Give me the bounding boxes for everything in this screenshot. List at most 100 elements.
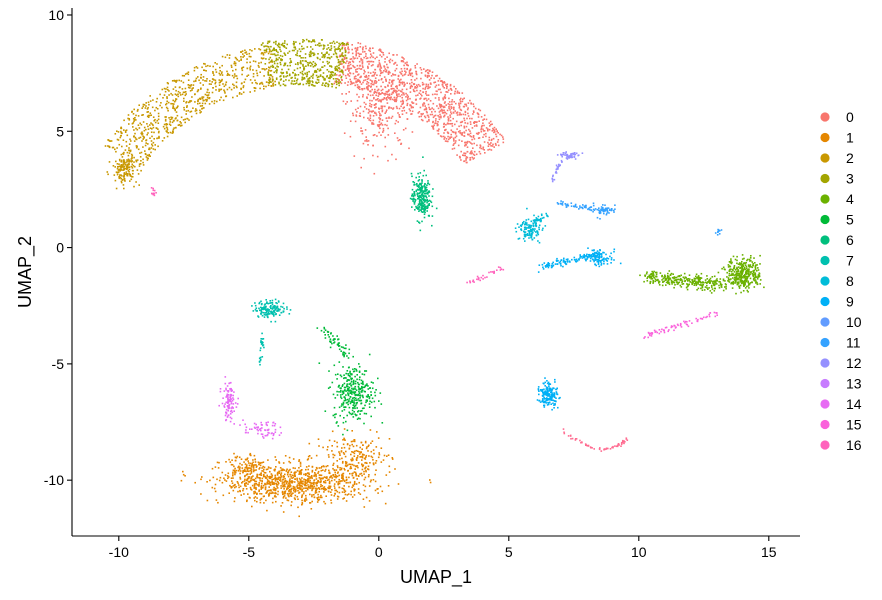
data-point: [259, 48, 262, 51]
data-point: [428, 79, 431, 81]
data-point: [144, 107, 147, 109]
data-point: [271, 501, 274, 504]
data-point: [242, 56, 244, 58]
data-point: [420, 68, 423, 71]
data-point: [736, 281, 739, 284]
data-point: [206, 99, 208, 101]
data-point: [357, 52, 360, 55]
data-point: [368, 353, 371, 356]
data-point: [244, 484, 246, 487]
data-point: [176, 79, 178, 82]
data-point: [371, 81, 373, 83]
data-point: [677, 275, 679, 278]
data-point: [123, 160, 126, 163]
data-point: [429, 481, 432, 484]
data-point: [365, 108, 368, 110]
data-point: [753, 273, 756, 276]
data-point: [280, 505, 282, 507]
data-point: [422, 119, 424, 122]
data-point: [297, 506, 299, 509]
data-point: [758, 274, 761, 277]
data-point: [134, 165, 136, 168]
data-point: [336, 378, 338, 380]
data-point: [338, 474, 340, 477]
data-point: [352, 114, 355, 117]
data-point: [182, 119, 185, 121]
data-point: [337, 47, 340, 49]
data-point: [672, 273, 674, 275]
data-point: [401, 74, 404, 77]
data-point: [435, 84, 438, 87]
data-point: [174, 93, 177, 95]
data-point: [355, 459, 358, 461]
data-point: [364, 129, 367, 131]
data-point: [653, 277, 656, 279]
data-point: [343, 382, 346, 385]
data-point: [352, 407, 355, 409]
data-point: [293, 481, 296, 483]
data-point: [668, 283, 671, 286]
data-point: [308, 84, 310, 87]
data-point: [171, 80, 174, 82]
data-point: [677, 282, 680, 284]
data-point: [342, 477, 344, 480]
data-point: [264, 49, 267, 52]
data-point: [344, 74, 347, 77]
data-point: [738, 273, 740, 275]
data-point: [165, 103, 167, 106]
data-point: [146, 154, 149, 157]
data-point: [372, 123, 375, 125]
data-point: [313, 39, 315, 41]
data-point: [443, 115, 445, 118]
data-point: [380, 51, 383, 53]
data-point: [331, 430, 334, 433]
data-point: [208, 103, 211, 105]
data-point: [293, 44, 295, 46]
data-point: [700, 277, 703, 279]
data-point: [362, 498, 365, 500]
data-point: [437, 80, 440, 82]
data-point: [371, 99, 373, 102]
data-point: [434, 110, 436, 113]
data-point: [275, 78, 278, 80]
data-point: [224, 479, 226, 481]
data-point: [370, 83, 372, 85]
data-point: [343, 480, 346, 483]
data-point: [275, 492, 277, 495]
data-point: [338, 452, 341, 455]
data-point: [268, 495, 270, 497]
data-point: [735, 292, 737, 295]
data-point: [651, 278, 654, 280]
data-point: [368, 75, 370, 77]
data-point: [499, 133, 501, 136]
data-point: [249, 91, 251, 93]
data-point: [715, 279, 717, 282]
data-point: [299, 42, 301, 45]
data-point: [308, 455, 311, 457]
data-point: [267, 466, 270, 468]
data-point: [698, 277, 701, 280]
data-point: [502, 136, 504, 138]
data-point: [184, 121, 186, 124]
data-point: [352, 381, 355, 384]
data-point: [316, 497, 319, 499]
data-point: [342, 439, 344, 441]
data-point: [318, 445, 320, 447]
data-point: [716, 280, 718, 282]
data-point: [274, 80, 276, 83]
data-point: [241, 464, 243, 466]
data-point: [302, 83, 305, 86]
data-point: [275, 70, 277, 72]
data-point: [333, 413, 336, 416]
data-point: [428, 118, 430, 121]
data-point: [282, 484, 284, 487]
data-point: [396, 87, 398, 90]
data-point: [188, 84, 191, 87]
data-point: [261, 81, 263, 84]
data-point: [437, 114, 439, 117]
data-point: [281, 481, 284, 483]
data-point: [282, 485, 284, 488]
data-point: [422, 83, 425, 86]
data-point: [314, 44, 317, 46]
data-point: [408, 71, 411, 73]
